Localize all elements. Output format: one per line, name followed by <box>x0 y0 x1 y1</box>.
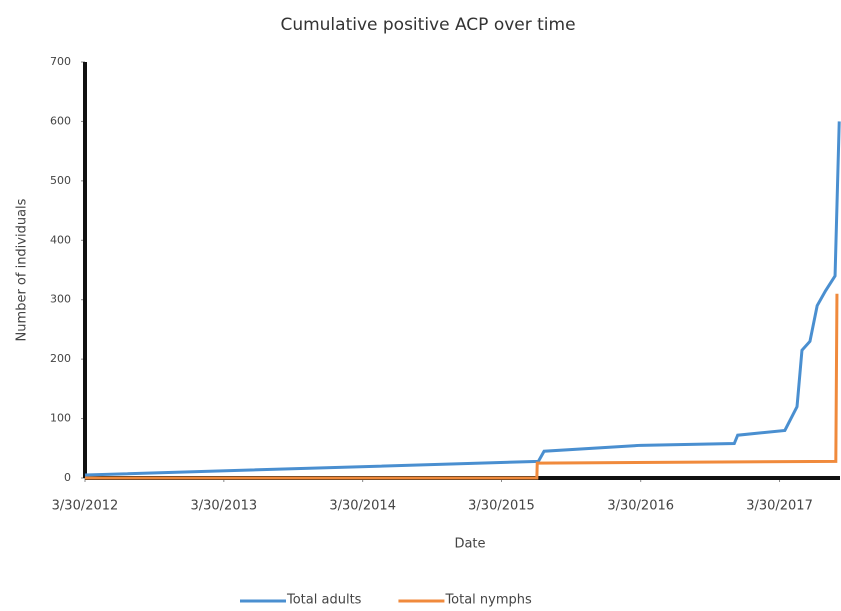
y-axis-label: Number of individuals <box>15 198 30 341</box>
chart-title: Cumulative positive ACP over time <box>280 15 575 35</box>
y-tick-label: 200 <box>50 352 71 365</box>
y-tick-label: 300 <box>50 293 71 306</box>
x-tick-label: 3/30/2014 <box>329 499 396 514</box>
x-tick-label: 3/30/2013 <box>190 499 257 514</box>
y-tick-label: 700 <box>50 55 71 68</box>
series-line <box>85 293 839 480</box>
y-tick-label: 600 <box>50 114 71 127</box>
x-tick-label: 3/30/2012 <box>52 499 119 514</box>
x-tick-label: 3/30/2015 <box>468 499 535 514</box>
y-tick-label: 500 <box>50 174 71 187</box>
x-tick-label: 3/30/2016 <box>607 499 674 514</box>
y-tick-label: 100 <box>50 412 71 425</box>
legend-label: Total adults <box>286 593 362 608</box>
x-tick-label: 3/30/2017 <box>746 499 813 514</box>
y-tick-label: 0 <box>64 471 71 484</box>
series-line <box>84 121 841 477</box>
x-axis-label: Date <box>454 537 485 552</box>
legend-label: Total nymphs <box>444 593 532 608</box>
y-tick-label: 400 <box>50 233 71 246</box>
